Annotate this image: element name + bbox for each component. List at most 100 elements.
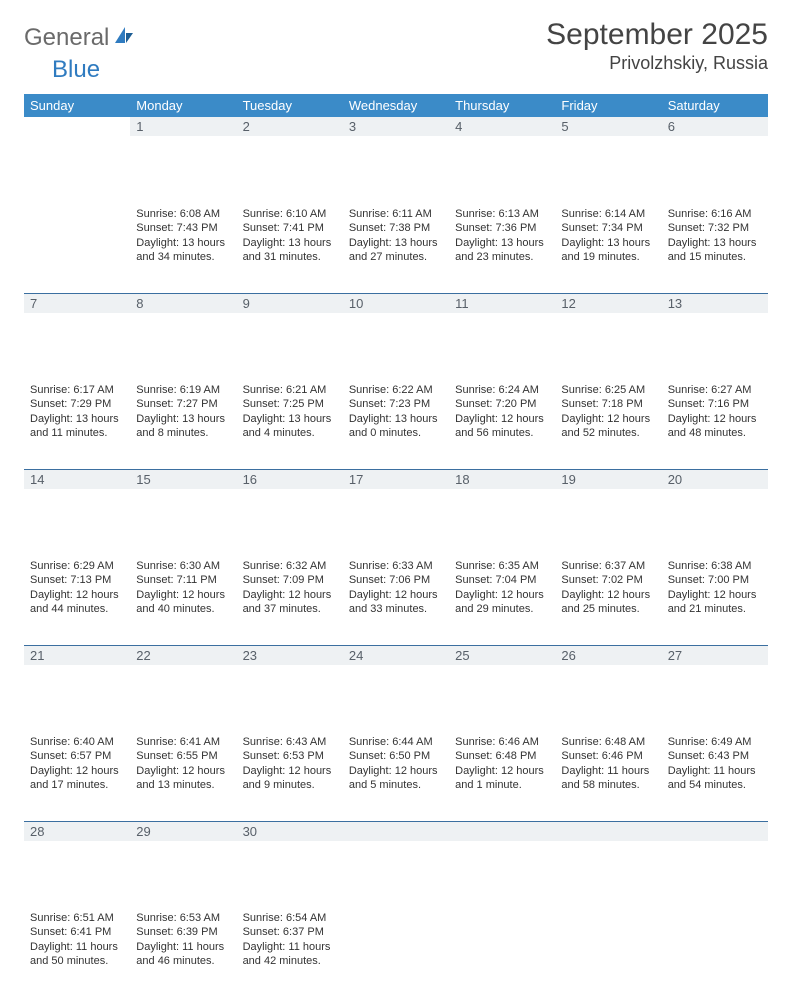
daylight-text: Daylight: 13 hours and 34 minutes. (136, 236, 230, 265)
day-number: 21 (24, 645, 130, 665)
sunrise-text: Sunrise: 6:53 AM (136, 911, 230, 925)
sunset-text: Sunset: 7:23 PM (349, 397, 443, 411)
daylight-text: Daylight: 12 hours and 56 minutes. (455, 412, 549, 441)
day-details: Sunrise: 6:32 AMSunset: 7:09 PMDaylight:… (237, 557, 343, 622)
day-number: 16 (237, 469, 343, 489)
day-details: Sunrise: 6:44 AMSunset: 6:50 PMDaylight:… (343, 733, 449, 798)
day-number: 8 (130, 293, 236, 313)
day-details: Sunrise: 6:38 AMSunset: 7:00 PMDaylight:… (662, 557, 768, 622)
day-details: Sunrise: 6:27 AMSunset: 7:16 PMDaylight:… (662, 381, 768, 446)
day-body-cell (662, 909, 768, 997)
sunrise-text: Sunrise: 6:27 AM (668, 383, 762, 397)
calendar-table: Sunday Monday Tuesday Wednesday Thursday… (24, 94, 768, 997)
weekday-header: Thursday (449, 94, 555, 117)
sunset-text: Sunset: 7:25 PM (243, 397, 337, 411)
day-number-cell: 1 (130, 117, 236, 205)
day-number-cell: 14 (24, 469, 130, 557)
sunrise-text: Sunrise: 6:17 AM (30, 383, 124, 397)
sunrise-text: Sunrise: 6:30 AM (136, 559, 230, 573)
daylight-text: Daylight: 12 hours and 13 minutes. (136, 764, 230, 793)
day-number: 2 (237, 117, 343, 136)
day-details: Sunrise: 6:10 AMSunset: 7:41 PMDaylight:… (237, 205, 343, 270)
daynum-row: 78910111213 (24, 293, 768, 381)
day-number-cell: 30 (237, 821, 343, 909)
sunset-text: Sunset: 7:06 PM (349, 573, 443, 587)
day-body-cell: Sunrise: 6:33 AMSunset: 7:06 PMDaylight:… (343, 557, 449, 645)
day-number-cell: 11 (449, 293, 555, 381)
sunrise-text: Sunrise: 6:35 AM (455, 559, 549, 573)
day-details: Sunrise: 6:37 AMSunset: 7:02 PMDaylight:… (555, 557, 661, 622)
daylight-text: Daylight: 11 hours and 54 minutes. (668, 764, 762, 793)
sunset-text: Sunset: 7:27 PM (136, 397, 230, 411)
sunrise-text: Sunrise: 6:16 AM (668, 207, 762, 221)
sunset-text: Sunset: 7:32 PM (668, 221, 762, 235)
day-body-cell: Sunrise: 6:43 AMSunset: 6:53 PMDaylight:… (237, 733, 343, 821)
day-body-cell: Sunrise: 6:14 AMSunset: 7:34 PMDaylight:… (555, 205, 661, 293)
day-body-cell: Sunrise: 6:22 AMSunset: 7:23 PMDaylight:… (343, 381, 449, 469)
day-details: Sunrise: 6:13 AMSunset: 7:36 PMDaylight:… (449, 205, 555, 270)
day-details: Sunrise: 6:14 AMSunset: 7:34 PMDaylight:… (555, 205, 661, 270)
day-number: 11 (449, 293, 555, 313)
sunset-text: Sunset: 7:00 PM (668, 573, 762, 587)
week-row: Sunrise: 6:29 AMSunset: 7:13 PMDaylight:… (24, 557, 768, 645)
day-number: 25 (449, 645, 555, 665)
day-number-cell: 8 (130, 293, 236, 381)
day-body-cell: Sunrise: 6:27 AMSunset: 7:16 PMDaylight:… (662, 381, 768, 469)
daylight-text: Daylight: 11 hours and 50 minutes. (30, 940, 124, 969)
day-body-cell: Sunrise: 6:21 AMSunset: 7:25 PMDaylight:… (237, 381, 343, 469)
sunrise-text: Sunrise: 6:08 AM (136, 207, 230, 221)
sunrise-text: Sunrise: 6:29 AM (30, 559, 124, 573)
sunset-text: Sunset: 6:43 PM (668, 749, 762, 763)
day-number-cell: 22 (130, 645, 236, 733)
day-details: Sunrise: 6:35 AMSunset: 7:04 PMDaylight:… (449, 557, 555, 622)
brand-word-2: Blue (52, 56, 100, 83)
day-body-cell: Sunrise: 6:13 AMSunset: 7:36 PMDaylight:… (449, 205, 555, 293)
daynum-row: 123456 (24, 117, 768, 205)
sunrise-text: Sunrise: 6:41 AM (136, 735, 230, 749)
day-number-cell: 28 (24, 821, 130, 909)
sunrise-text: Sunrise: 6:33 AM (349, 559, 443, 573)
sunset-text: Sunset: 7:38 PM (349, 221, 443, 235)
day-details: Sunrise: 6:17 AMSunset: 7:29 PMDaylight:… (24, 381, 130, 446)
day-body-cell: Sunrise: 6:29 AMSunset: 7:13 PMDaylight:… (24, 557, 130, 645)
weekday-header: Saturday (662, 94, 768, 117)
day-number-empty (343, 821, 449, 841)
day-details: Sunrise: 6:29 AMSunset: 7:13 PMDaylight:… (24, 557, 130, 622)
daylight-text: Daylight: 12 hours and 48 minutes. (668, 412, 762, 441)
sunset-text: Sunset: 7:02 PM (561, 573, 655, 587)
day-body-cell: Sunrise: 6:41 AMSunset: 6:55 PMDaylight:… (130, 733, 236, 821)
sunset-text: Sunset: 6:46 PM (561, 749, 655, 763)
sunrise-text: Sunrise: 6:22 AM (349, 383, 443, 397)
day-number: 5 (555, 117, 661, 136)
day-body-cell: Sunrise: 6:37 AMSunset: 7:02 PMDaylight:… (555, 557, 661, 645)
day-number: 19 (555, 469, 661, 489)
day-body-cell: Sunrise: 6:24 AMSunset: 7:20 PMDaylight:… (449, 381, 555, 469)
day-number-cell: 16 (237, 469, 343, 557)
sunset-text: Sunset: 6:55 PM (136, 749, 230, 763)
weekday-header: Friday (555, 94, 661, 117)
sunrise-text: Sunrise: 6:32 AM (243, 559, 337, 573)
day-number-empty (662, 821, 768, 841)
daylight-text: Daylight: 13 hours and 31 minutes. (243, 236, 337, 265)
sunrise-text: Sunrise: 6:10 AM (243, 207, 337, 221)
day-number-cell: 5 (555, 117, 661, 205)
day-number: 6 (662, 117, 768, 136)
day-number: 13 (662, 293, 768, 313)
calendar-body: 123456Sunrise: 6:08 AMSunset: 7:43 PMDay… (24, 117, 768, 997)
week-row: Sunrise: 6:40 AMSunset: 6:57 PMDaylight:… (24, 733, 768, 821)
day-body-cell: Sunrise: 6:48 AMSunset: 6:46 PMDaylight:… (555, 733, 661, 821)
month-title: September 2025 (546, 18, 768, 51)
day-number-cell (24, 117, 130, 205)
sunrise-text: Sunrise: 6:37 AM (561, 559, 655, 573)
day-body-cell: Sunrise: 6:40 AMSunset: 6:57 PMDaylight:… (24, 733, 130, 821)
day-number-cell: 23 (237, 645, 343, 733)
day-details: Sunrise: 6:08 AMSunset: 7:43 PMDaylight:… (130, 205, 236, 270)
day-details: Sunrise: 6:49 AMSunset: 6:43 PMDaylight:… (662, 733, 768, 798)
day-number: 18 (449, 469, 555, 489)
weekday-header: Monday (130, 94, 236, 117)
day-number-cell: 12 (555, 293, 661, 381)
day-number-cell: 26 (555, 645, 661, 733)
sunset-text: Sunset: 7:18 PM (561, 397, 655, 411)
day-number-cell: 3 (343, 117, 449, 205)
day-number: 15 (130, 469, 236, 489)
